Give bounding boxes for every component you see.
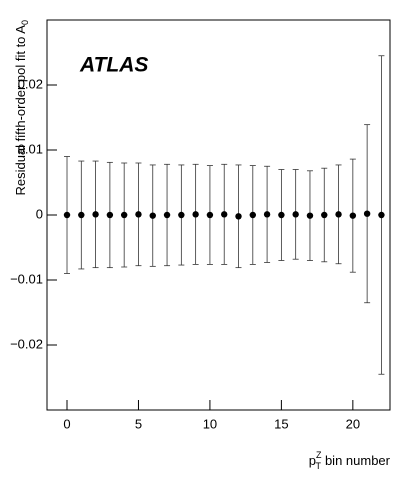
y-label-text: Residual fifth-order pol fit to A [13, 25, 28, 196]
data-point [378, 211, 385, 219]
data-point [135, 211, 142, 218]
y-label-sub: 0 [20, 20, 30, 25]
data-point [149, 212, 156, 219]
y-axis-label: Residual fifth-order pol fit to A0 [13, 20, 30, 196]
data-point [106, 211, 114, 219]
x-label-text: bin number [325, 453, 391, 468]
x-tick-label: 20 [346, 416, 360, 431]
x-label-sup: Z [316, 450, 322, 460]
y-tick-label: 0.01 [18, 141, 43, 156]
data-point [278, 211, 285, 219]
data-point [120, 211, 128, 219]
y-tick-label: −0.02 [10, 336, 43, 351]
data-point [235, 213, 242, 220]
data-point [321, 211, 328, 219]
data-point [206, 211, 214, 219]
y-tick-label: 0.02 [18, 76, 43, 91]
data-point [335, 211, 342, 218]
x-label-sub: T [315, 461, 321, 471]
data-point [192, 211, 199, 218]
data-point [221, 211, 228, 218]
data-point [63, 211, 71, 219]
y-tick-label: 0 [36, 206, 43, 221]
data-point [178, 211, 185, 219]
data-point [349, 212, 357, 219]
x-tick-label: 10 [203, 416, 217, 431]
atlas-label: ATLAS [79, 54, 148, 77]
data-point [163, 211, 171, 219]
data-point [249, 211, 256, 219]
y-tick-label: −0.01 [10, 271, 43, 286]
x-tick-label: 0 [63, 416, 70, 431]
data-point [306, 212, 314, 219]
data-point [292, 211, 299, 218]
x-tick-label: 15 [274, 416, 288, 431]
x-tick-label: 5 [135, 416, 142, 431]
data-point [92, 211, 99, 218]
x-label-base: p [309, 453, 316, 468]
data-point [263, 211, 271, 218]
data-point [78, 211, 85, 219]
data-point [363, 210, 371, 217]
